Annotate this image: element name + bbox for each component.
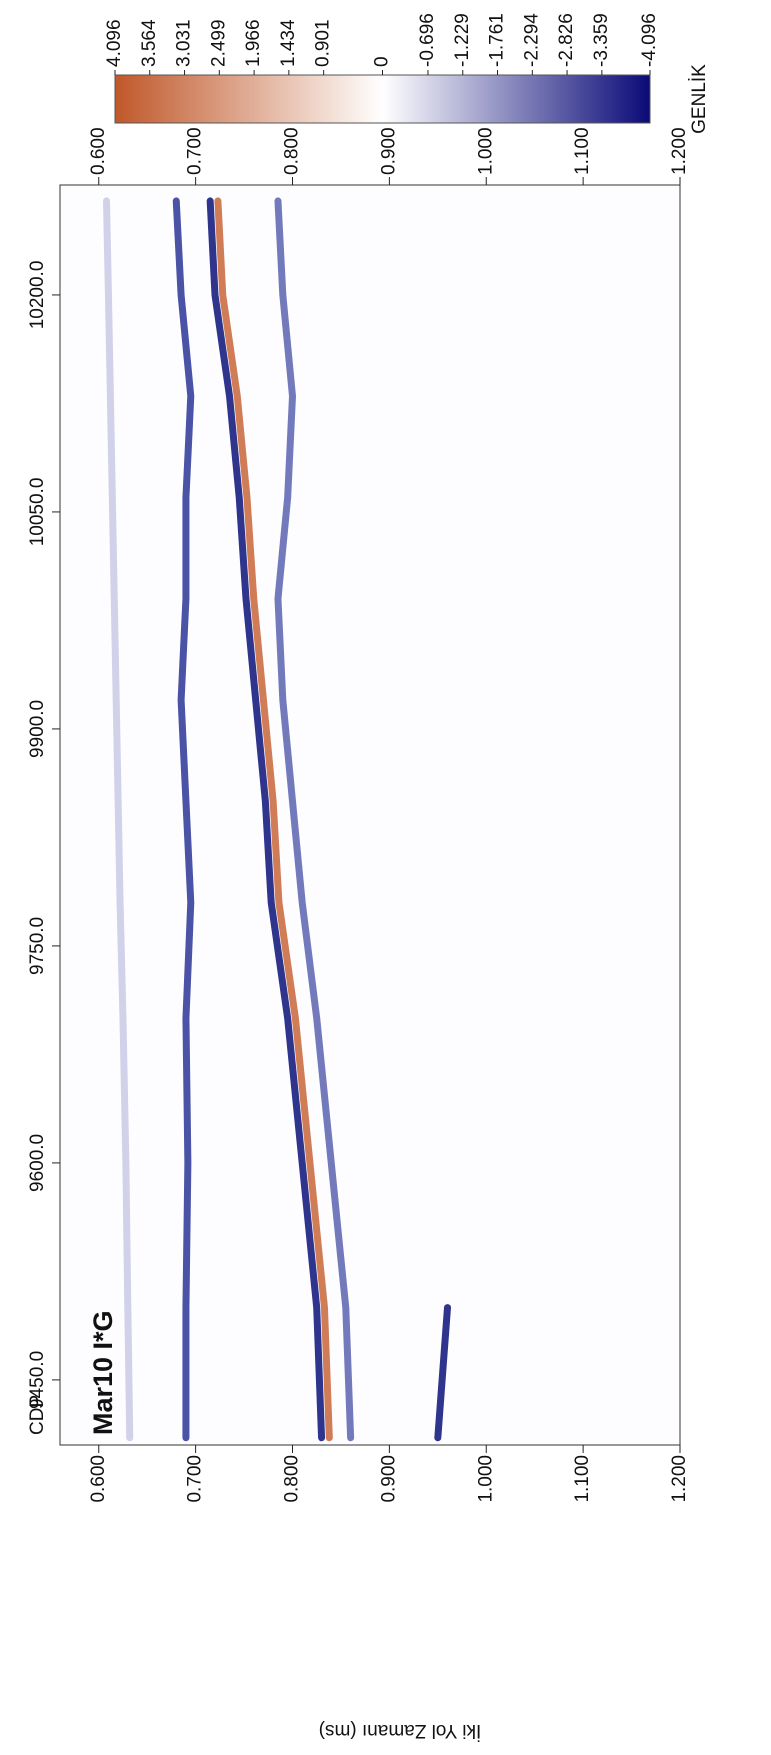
x-tick-label: 10200.0 xyxy=(27,261,48,330)
colorbar-tick-label: -3.359 xyxy=(591,13,612,67)
colorbar-tick-label: -2.826 xyxy=(556,13,577,67)
y-tick-label-left: 1.000 xyxy=(475,1455,496,1503)
colorbar-tick-label: 0 xyxy=(372,56,393,67)
reflector-line xyxy=(434,1304,451,1442)
x-tick-label: 9900.0 xyxy=(27,700,48,758)
y-tick-label-right: 0.800 xyxy=(282,127,303,175)
colorbar-tick-label: -4.096 xyxy=(639,13,660,67)
plot-area xyxy=(59,184,681,1446)
reflector-line xyxy=(214,197,333,1442)
colorbar-tick-label: -2.294 xyxy=(521,13,542,67)
y-tick-label-left: 0.700 xyxy=(185,1455,206,1503)
x-tick-label: 9600.0 xyxy=(27,1134,48,1192)
colorbar-tick-label: 1.966 xyxy=(243,19,264,67)
rotated-chart: Mar10 I*G CDP İki Yol Zamanı (ms) 9450.0… xyxy=(27,13,710,1741)
chart-title: Mar10 I*G xyxy=(88,1310,118,1435)
y-tick-label-right: 0.700 xyxy=(185,127,206,175)
y-tick-label-left: 0.900 xyxy=(378,1455,399,1503)
colorbar-tick-label: -1.761 xyxy=(487,13,508,67)
y-tick-label-left: 1.200 xyxy=(669,1455,690,1503)
colorbar xyxy=(114,74,651,124)
y-tick-label-right: 0.600 xyxy=(88,127,109,175)
colorbar-tick-label: 1.434 xyxy=(278,19,299,67)
y-tick-label-right: 1.200 xyxy=(669,127,690,175)
y-tick-label-left: 0.600 xyxy=(88,1455,109,1503)
x-axis-label: CDP xyxy=(27,1395,48,1435)
y-tick-label-left: 1.100 xyxy=(572,1455,593,1503)
y-tick-label-left: 0.800 xyxy=(282,1455,303,1503)
reflector-line xyxy=(206,197,326,1442)
reflector-line xyxy=(172,197,195,1442)
colorbar-tick-label: 3.564 xyxy=(139,19,160,67)
colorbar-tick-label: -0.696 xyxy=(417,13,438,67)
y-tick-label-right: 1.000 xyxy=(475,127,496,175)
colorbar-tick-label: 2.499 xyxy=(208,19,229,67)
reflector-line xyxy=(103,197,134,1442)
y-tick-label-right: 0.900 xyxy=(378,127,399,175)
colorbar-label: GENLİK xyxy=(689,64,710,134)
reflector-line xyxy=(274,197,355,1442)
colorbar-tick-label: -1.229 xyxy=(452,13,473,67)
y-tick-label-right: 1.100 xyxy=(572,127,593,175)
colorbar-tick-label: 3.031 xyxy=(174,19,195,67)
x-tick-label: 10050.0 xyxy=(27,478,48,547)
colorbar-tick-label: 0.901 xyxy=(313,19,334,67)
x-tick-label: 9750.0 xyxy=(27,917,48,975)
colorbar-tick-label: 4.096 xyxy=(104,19,125,67)
y-axis-label: İki Yol Zamanı (ms) xyxy=(319,1720,482,1741)
x-tick-label: 9450.0 xyxy=(27,1351,48,1409)
